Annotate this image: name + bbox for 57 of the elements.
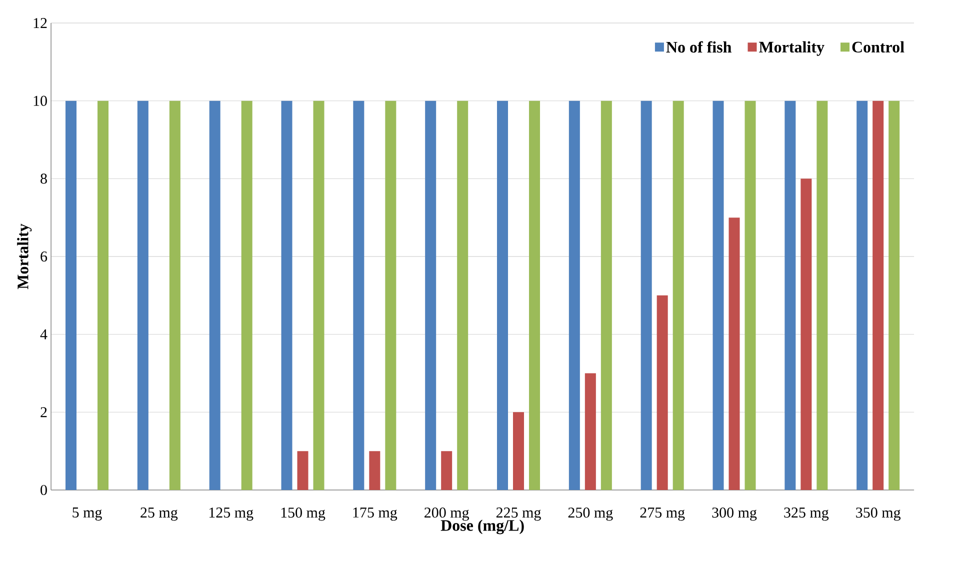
- bar: [513, 412, 524, 490]
- bar: [568, 100, 580, 490]
- y-tick-label: 6: [40, 251, 48, 262]
- bar: [441, 451, 452, 490]
- bar: [712, 100, 724, 490]
- x-tick-label: 150 mg: [281, 508, 326, 521]
- bar: [425, 100, 436, 490]
- bar: [241, 100, 252, 490]
- bar: [529, 100, 540, 490]
- x-tick-label: 225 mg: [496, 508, 541, 521]
- x-tick-label: 25 mg: [140, 508, 178, 521]
- bar: [816, 100, 828, 490]
- bar: [728, 218, 740, 490]
- bar: [66, 100, 76, 490]
- legend-label: Control: [852, 41, 904, 53]
- y-tick-label: 12: [34, 18, 47, 28]
- x-tick-label: 350 mg: [856, 508, 901, 521]
- x-axis-title: Dose (mg/L): [440, 520, 524, 534]
- bar: [457, 100, 468, 490]
- bar: [281, 100, 292, 490]
- bar: [209, 100, 220, 490]
- bar: [584, 373, 596, 490]
- y-tick-label: 10: [34, 96, 47, 106]
- x-tick-label: 300 mg: [712, 508, 757, 521]
- bar: [656, 295, 668, 490]
- bar: [353, 100, 364, 490]
- legend-label: Mortality: [759, 41, 824, 56]
- bar: [169, 100, 180, 490]
- y-tick-label: 4: [40, 329, 48, 340]
- bar: [640, 100, 652, 490]
- bar: [497, 100, 508, 490]
- legend-label: No of fish: [666, 41, 732, 53]
- bar: [369, 451, 380, 490]
- x-tick-label: 250 mg: [568, 508, 613, 521]
- bar: [856, 100, 868, 490]
- bar: [872, 100, 884, 490]
- bar: [297, 451, 308, 490]
- bar: [313, 100, 324, 490]
- bar: [744, 100, 756, 490]
- bar: [784, 100, 796, 490]
- x-tick-label: 175 mg: [353, 508, 398, 521]
- bar: [888, 100, 900, 490]
- y-axis-title: Mortality: [17, 224, 32, 290]
- x-tick-label: 5 mg: [72, 508, 102, 521]
- x-tick-label: 125 mg: [209, 508, 254, 521]
- y-tick-label: 0: [40, 484, 47, 496]
- x-tick-label: 200 mg: [424, 508, 470, 521]
- bar: [385, 100, 396, 490]
- y-tick-label: 2: [40, 407, 47, 418]
- bar: [98, 100, 108, 490]
- y-tick-label: 8: [40, 174, 47, 184]
- bar: [600, 100, 612, 490]
- bar: [137, 100, 148, 490]
- bar: [672, 100, 684, 490]
- x-tick-label: 275 mg: [640, 508, 685, 521]
- x-tick-label: 325 mg: [784, 508, 829, 521]
- bar: [800, 178, 812, 490]
